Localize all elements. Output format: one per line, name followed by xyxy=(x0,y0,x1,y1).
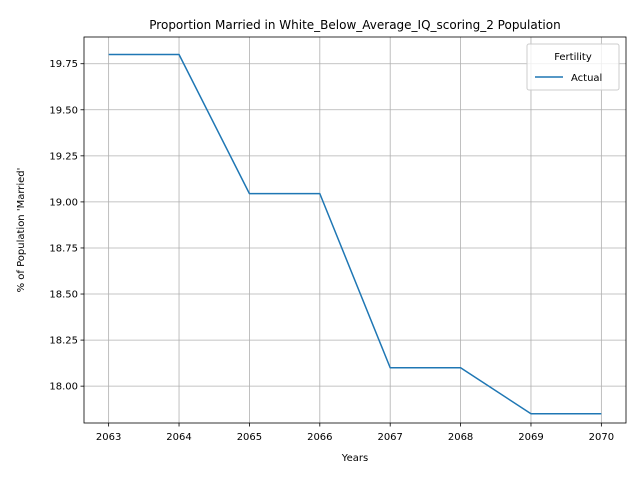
legend: Fertility Actual xyxy=(526,43,620,91)
y-axis-ticks: 18.00 18.25 18.50 18.75 19.00 19.25 19.50 19.75 xyxy=(49,59,84,393)
legend-label-actual: Actual xyxy=(571,73,602,84)
series-line-actual xyxy=(108,53,602,415)
x-tick-label: 2064 xyxy=(166,432,191,443)
x-tick-label: 2065 xyxy=(237,432,262,443)
x-tick-label: 2063 xyxy=(96,432,121,443)
series-lines xyxy=(108,53,602,415)
x-axis-label: Years xyxy=(341,453,368,464)
y-tick-label: 19.50 xyxy=(49,105,78,116)
chart-title: Proportion Married in White_Below_Averag… xyxy=(149,18,560,32)
legend-title: Fertility xyxy=(554,52,592,63)
y-tick-label: 19.00 xyxy=(49,197,78,208)
y-tick-label: 18.75 xyxy=(49,243,78,254)
x-tick-label: 2069 xyxy=(518,432,543,443)
y-axis-label: % of Population 'Married' xyxy=(16,168,27,293)
y-tick-label: 18.00 xyxy=(49,382,78,393)
x-tick-label: 2067 xyxy=(377,432,402,443)
x-axis-ticks: 2063 2064 2065 2066 2067 2068 2069 2070 xyxy=(96,423,614,443)
y-tick-label: 19.75 xyxy=(49,59,78,70)
x-tick-label: 2068 xyxy=(448,432,473,443)
x-tick-label: 2066 xyxy=(307,432,332,443)
grid-lines xyxy=(84,37,626,423)
legend-box xyxy=(526,43,620,91)
y-tick-label: 18.50 xyxy=(49,290,78,301)
y-tick-label: 18.25 xyxy=(49,336,78,347)
y-tick-label: 19.25 xyxy=(49,151,78,162)
x-tick-label: 2070 xyxy=(589,432,614,443)
plot-area-frame xyxy=(83,36,627,424)
